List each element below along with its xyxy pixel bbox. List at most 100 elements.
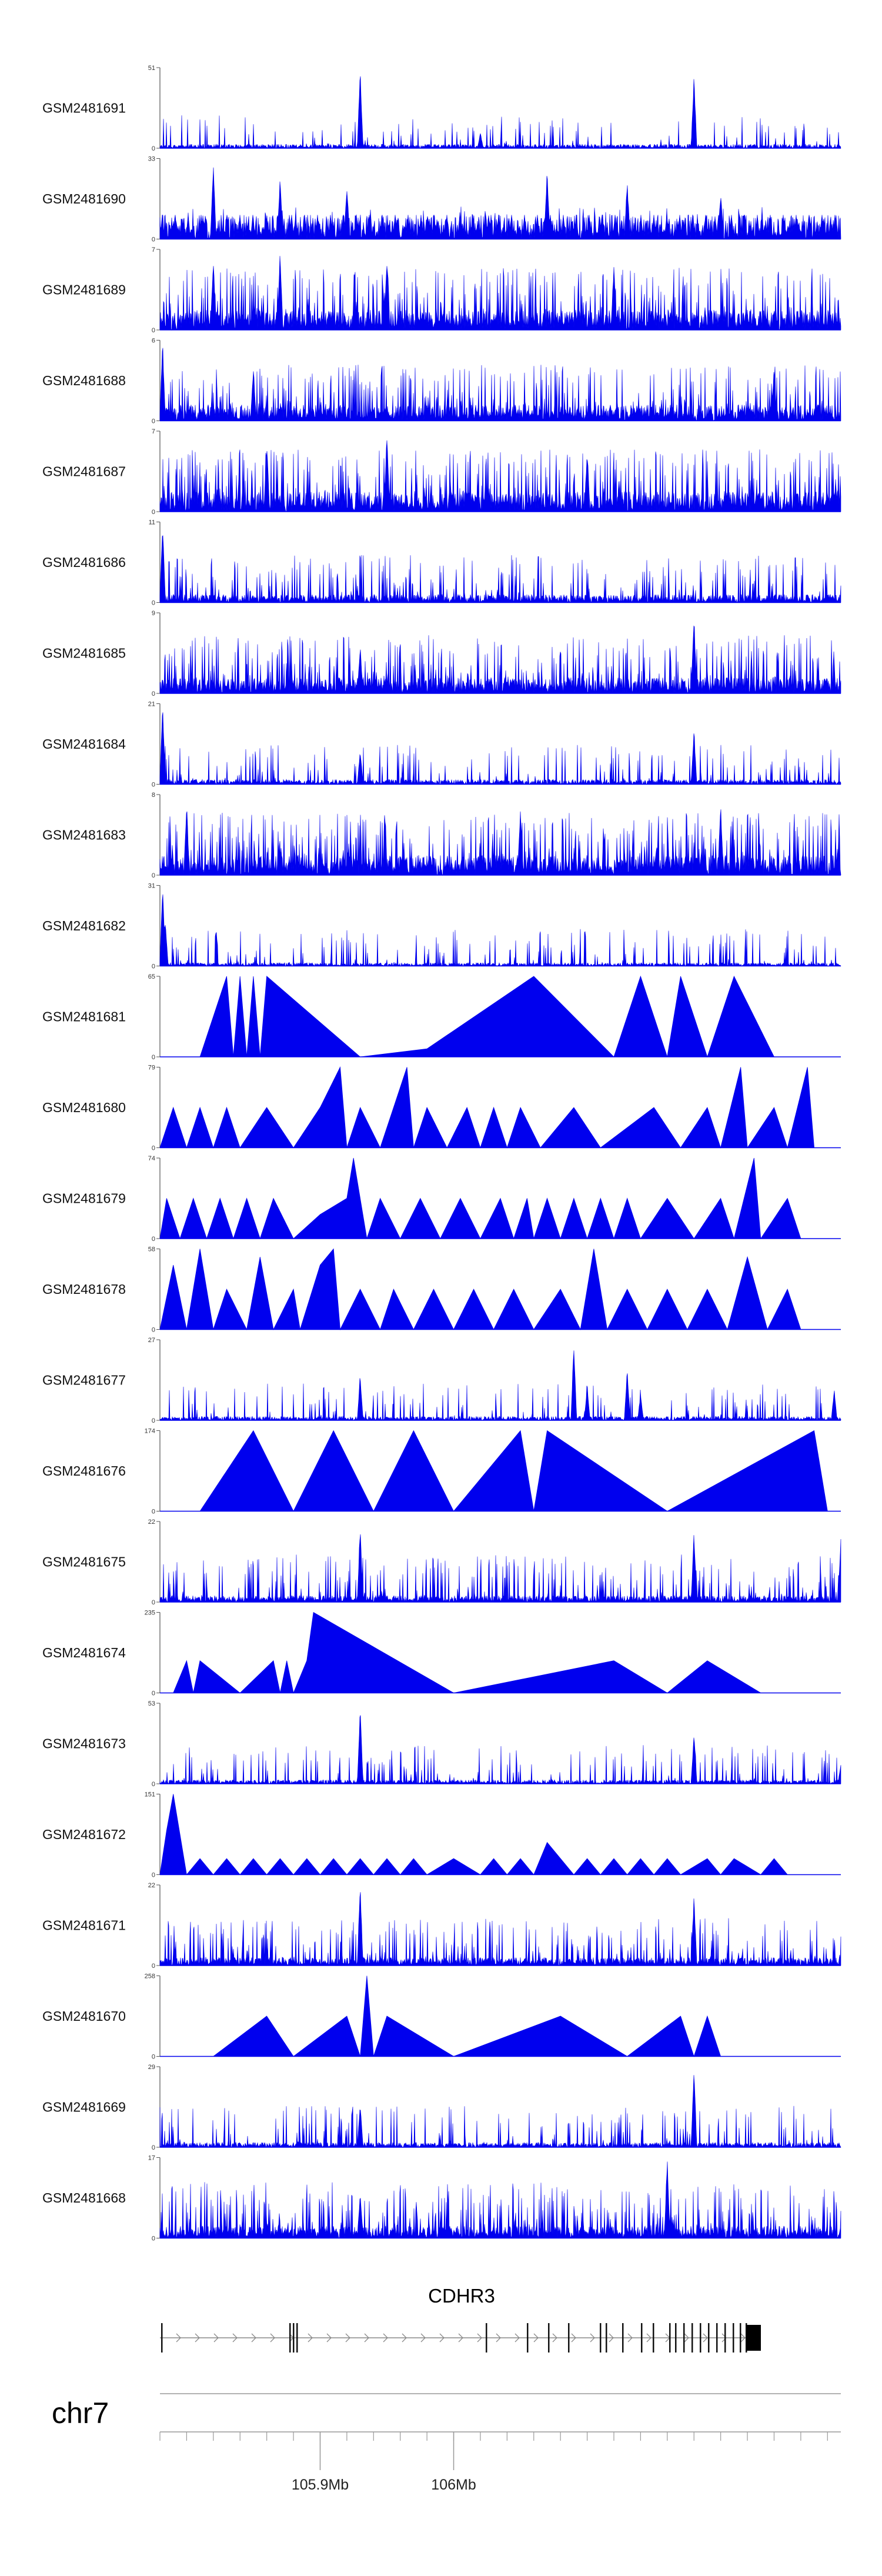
y-min-label: 0 (152, 2235, 155, 2243)
strand-arrow (176, 2333, 181, 2343)
y-min-label: 0 (152, 236, 155, 243)
exon (675, 2323, 677, 2353)
exon (733, 2323, 734, 2353)
track-GSM2481671: GSM2481671 22 0 (42, 1882, 841, 1970)
exon (653, 2323, 654, 2353)
exon (691, 2323, 693, 2353)
strand-arrow (232, 2333, 238, 2343)
strand-arrow (270, 2333, 275, 2343)
y-min-label: 0 (152, 1963, 155, 1970)
track-label: GSM2481685 (42, 646, 126, 661)
y-min-label: 0 (152, 690, 155, 698)
gene-name-label: CDHR3 (428, 2285, 495, 2307)
y-max-label: 8 (152, 792, 155, 799)
track-GSM2481685: GSM2481685 9 0 (42, 610, 841, 698)
y-min-label: 0 (152, 600, 155, 607)
y-max-label: 51 (148, 65, 155, 72)
track-label: GSM2481669 (42, 2100, 126, 2115)
track-label: GSM2481670 (42, 2008, 126, 2024)
y-max-label: 7 (152, 428, 155, 435)
y-min-label: 0 (152, 1690, 155, 1697)
y-max-label: 31 (148, 883, 155, 890)
track-GSM2481691: GSM2481691 51 0 (42, 65, 841, 152)
signal-area (159, 712, 841, 785)
track-label: GSM2481686 (42, 555, 126, 570)
y-min-label: 0 (152, 145, 155, 152)
y-max-label: 258 (145, 1973, 155, 1980)
strand-arrow (251, 2333, 256, 2343)
signal-area (159, 2161, 841, 2239)
exon (161, 2323, 163, 2353)
strand-arrow (684, 2333, 689, 2343)
signal-area (159, 348, 841, 421)
signal-area (159, 167, 841, 240)
track-label: GSM2481672 (42, 1827, 126, 1842)
track-label: GSM2481683 (42, 827, 126, 843)
y-max-label: 53 (148, 1700, 155, 1707)
signal-area (159, 1350, 841, 1422)
track-label: GSM2481674 (42, 1645, 126, 1660)
exon (700, 2323, 701, 2353)
signal-area (159, 76, 841, 149)
signal-area (199, 1430, 828, 1512)
signal-area (159, 256, 841, 331)
signal-tracks: GSM2481691510GSM2481690330GSM248168970GS… (42, 65, 841, 2243)
track-GSM2481687: GSM2481687 7 0 (42, 428, 841, 516)
x-tick-label: 105.9Mb (292, 2477, 349, 2493)
track-GSM2481674: GSM2481674 235 0 (42, 1610, 841, 1697)
track-GSM2481672: GSM2481672 151 0 (42, 1791, 841, 1879)
track-GSM2481686: GSM2481686 11 0 (42, 519, 841, 607)
signal-area (159, 1157, 801, 1240)
y-min-label: 0 (152, 509, 155, 516)
track-GSM2481688: GSM2481688 6 0 (42, 338, 841, 425)
track-GSM2481676: GSM2481676 174 0 (42, 1428, 841, 1516)
strand-arrow (609, 2333, 614, 2343)
track-GSM2481675: GSM2481675 22 0 (42, 1519, 841, 1606)
y-min-label: 0 (152, 1599, 155, 1606)
y-min-label: 0 (152, 1236, 155, 1243)
track-GSM2481689: GSM2481689 7 0 (42, 246, 841, 334)
track-GSM2481690: GSM2481690 33 0 (42, 156, 841, 243)
track-GSM2481678: GSM2481678 58 0 (42, 1246, 841, 1334)
signal-area (159, 809, 841, 876)
exon-utr (746, 2325, 761, 2351)
y-min-label: 0 (152, 1781, 155, 1788)
strand-arrow (740, 2333, 746, 2343)
track-label: GSM2481687 (42, 464, 126, 479)
y-max-label: 22 (148, 1882, 155, 1889)
track-GSM2481673: GSM2481673 53 0 (42, 1700, 841, 1788)
track-GSM2481681: GSM2481681 65 0 (42, 973, 841, 1061)
signal-area (159, 1794, 789, 1876)
strand-arrow (195, 2333, 200, 2343)
chromosome-label: chr7 (52, 2397, 109, 2430)
exon (622, 2323, 624, 2353)
exon (606, 2323, 607, 2353)
x-tick-label: 106Mb (431, 2477, 476, 2493)
strand-arrow (345, 2333, 350, 2343)
y-min-label: 0 (152, 418, 155, 425)
strand-arrow (703, 2333, 708, 2343)
track-label: GSM2481688 (42, 373, 126, 388)
track-GSM2481677: GSM2481677 27 0 (42, 1337, 841, 1424)
y-min-label: 0 (152, 872, 155, 879)
track-label: GSM2481673 (42, 1736, 126, 1751)
y-max-label: 27 (148, 1337, 155, 1344)
track-GSM2481680: GSM2481680 79 0 (42, 1065, 841, 1152)
strand-arrow (514, 2333, 520, 2343)
y-max-label: 65 (148, 973, 155, 980)
signal-area (159, 1066, 815, 1149)
y-min-label: 0 (152, 1327, 155, 1334)
strand-arrow (477, 2333, 482, 2343)
exon (548, 2323, 550, 2353)
track-label: GSM2481678 (42, 1282, 126, 1297)
exon (527, 2323, 529, 2353)
track-GSM2481679: GSM2481679 74 0 (42, 1155, 841, 1243)
track-label: GSM2481677 (42, 1373, 126, 1388)
track-label: GSM2481680 (42, 1100, 126, 1115)
track-GSM2481668: GSM2481668 17 0 (42, 2155, 841, 2243)
y-min-label: 0 (152, 2054, 155, 2061)
genome-axis: 105.9Mb 106Mb (159, 2393, 841, 2493)
y-min-label: 0 (152, 327, 155, 334)
track-label: GSM2481690 (42, 191, 126, 206)
y-min-label: 0 (152, 2144, 155, 2151)
